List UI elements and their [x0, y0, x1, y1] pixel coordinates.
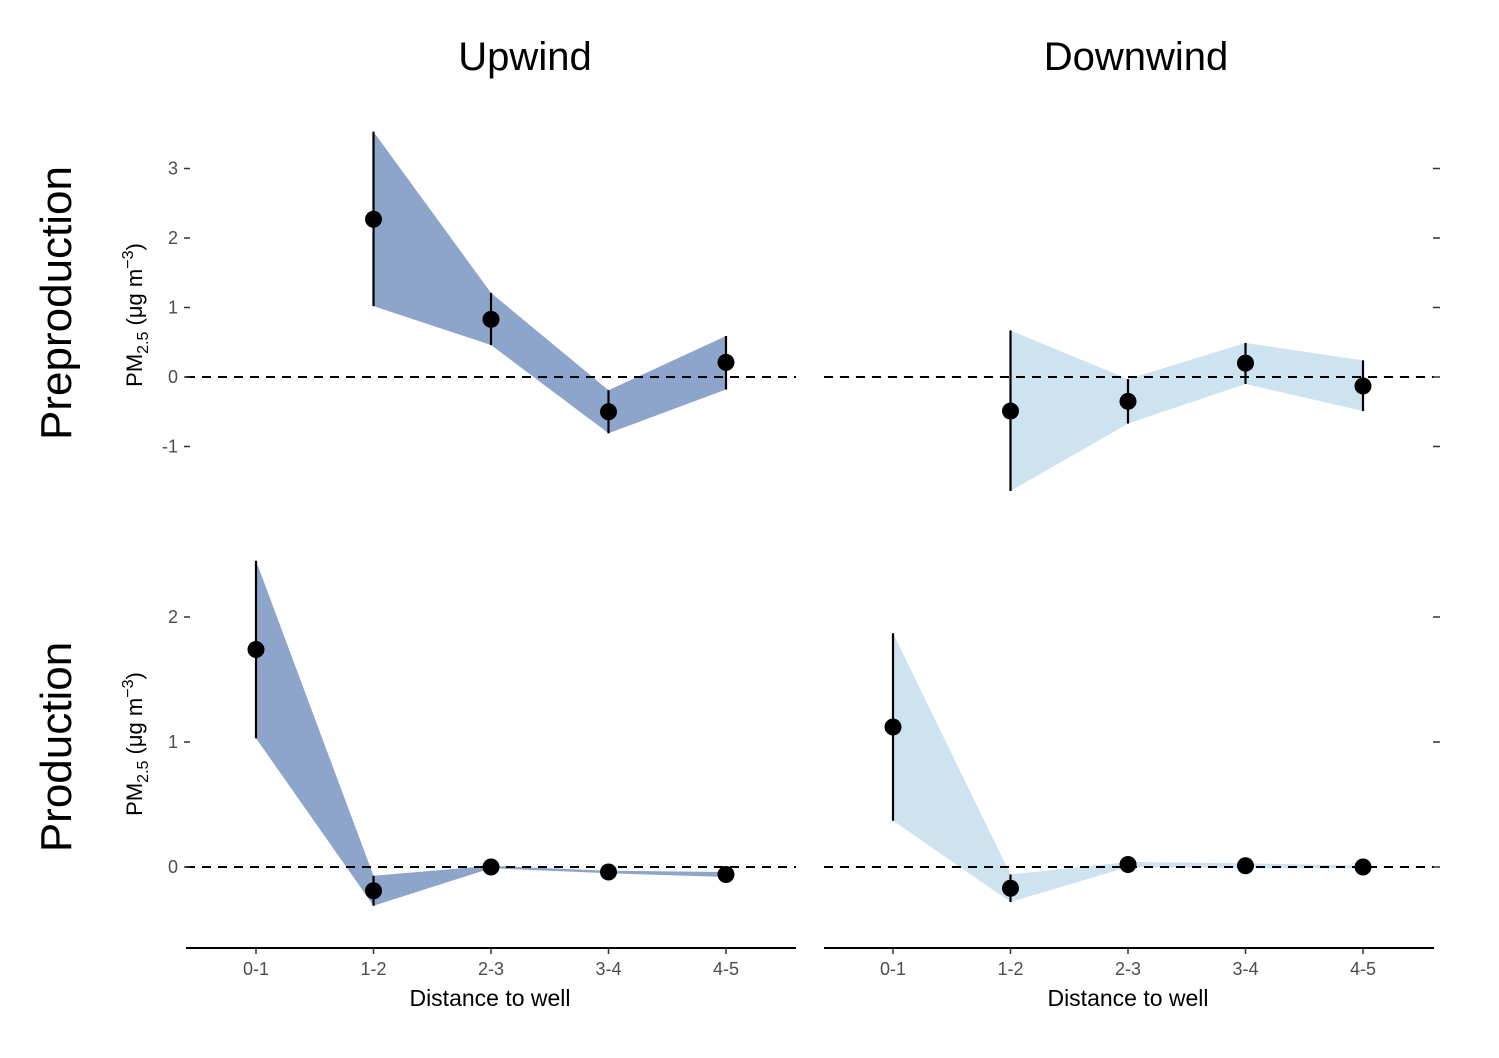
x-tick-label: 3-4	[1232, 959, 1258, 979]
data-point-1-2	[1002, 879, 1019, 897]
y-tick-label: 0	[168, 367, 178, 387]
data-point-1-2	[1002, 402, 1019, 420]
row-title-production: Production	[32, 642, 81, 852]
column-title-upwind: Upwind	[458, 35, 591, 79]
data-point-4-5	[717, 353, 735, 371]
data-point-2-3	[1119, 856, 1137, 873]
x-tick-label: 0-1	[243, 959, 269, 979]
data-point-3-4	[1237, 354, 1254, 372]
column-title-downwind: Downwind	[1044, 35, 1229, 79]
y-tick-label: -1	[162, 437, 178, 457]
data-point-1-2	[365, 882, 382, 900]
x-tick-label: 2-3	[1115, 959, 1141, 979]
x-tick-label: 4-5	[713, 959, 739, 979]
y-tick-label: 3	[168, 159, 178, 179]
ci-ribbon-production-upwind	[256, 560, 726, 906]
x-tick-label: 0-1	[880, 959, 906, 979]
y-tick-label: 2	[168, 607, 178, 627]
x-axis-title: Distance to well	[1047, 985, 1208, 1011]
y-axis-title-production: PM2.5 (μg m−3)	[120, 672, 152, 816]
data-point-0-1	[884, 718, 902, 736]
x-tick-label: 2-3	[478, 959, 504, 979]
x-tick-label: 1-2	[997, 959, 1023, 979]
y-axis-title-preproduction: PM2.5 (μg m−3)	[120, 243, 152, 387]
x-tick-label: 3-4	[595, 959, 621, 979]
data-point-4-5	[1354, 858, 1372, 876]
data-point-3-4	[1237, 857, 1254, 875]
data-point-2-3	[482, 858, 500, 876]
data-point-4-5	[1354, 377, 1372, 395]
ci-ribbon-preproduction-upwind	[373, 131, 726, 434]
y-tick-label: 0	[168, 857, 178, 877]
y-tick-label: 1	[168, 298, 178, 318]
y-tick-label: 2	[168, 228, 178, 248]
ci-ribbon-preproduction-downwind	[1010, 330, 1363, 491]
data-point-4-5	[717, 866, 735, 883]
data-point-2-3	[482, 310, 500, 328]
data-point-3-4	[600, 403, 617, 421]
x-tick-label: 1-2	[360, 959, 386, 979]
data-point-1-2	[365, 210, 382, 228]
data-point-2-3	[1119, 392, 1137, 410]
row-title-preproduction: Preproduction	[32, 166, 81, 440]
data-point-3-4	[600, 863, 617, 881]
data-point-0-1	[247, 641, 265, 658]
y-tick-label: 1	[168, 732, 178, 752]
x-axis-title: Distance to well	[409, 985, 570, 1011]
x-tick-label: 4-5	[1350, 959, 1376, 979]
